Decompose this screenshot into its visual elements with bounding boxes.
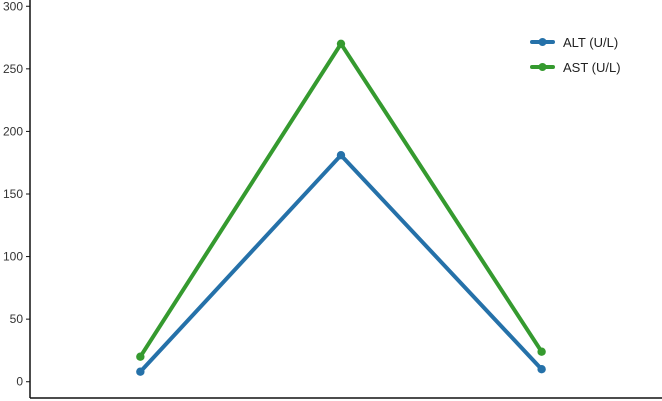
y-tick-label: 300: [3, 0, 23, 13]
data-point: [336, 39, 346, 49]
series-line: [138, 41, 544, 359]
data-point: [336, 150, 346, 160]
y-tick-label: 50: [10, 312, 24, 326]
y-tick-label: 200: [3, 124, 23, 138]
y-tick-label: 100: [3, 250, 23, 264]
data-point: [136, 367, 145, 376]
series-1: [136, 39, 546, 361]
legend-swatch-point: [538, 63, 547, 71]
legend-label: AST (U/L): [563, 60, 621, 75]
legend-item: ALT (U/L): [530, 35, 618, 50]
data-point: [537, 365, 546, 374]
data-point: [136, 352, 145, 361]
legend-item: AST (U/L): [530, 60, 621, 75]
y-tick-label: 150: [3, 187, 23, 201]
y-axis-ticks: 0 50 100 150 200 250 300: [3, 0, 30, 389]
data-point: [537, 347, 546, 356]
legend: ALT (U/L) AST (U/L): [530, 35, 621, 75]
legend-swatch-point: [538, 38, 547, 46]
y-tick-label: 0: [16, 375, 23, 389]
series-0: [136, 150, 546, 376]
legend-label: ALT (U/L): [563, 35, 618, 50]
series-group: [136, 39, 546, 376]
y-tick-label: 250: [3, 62, 23, 76]
